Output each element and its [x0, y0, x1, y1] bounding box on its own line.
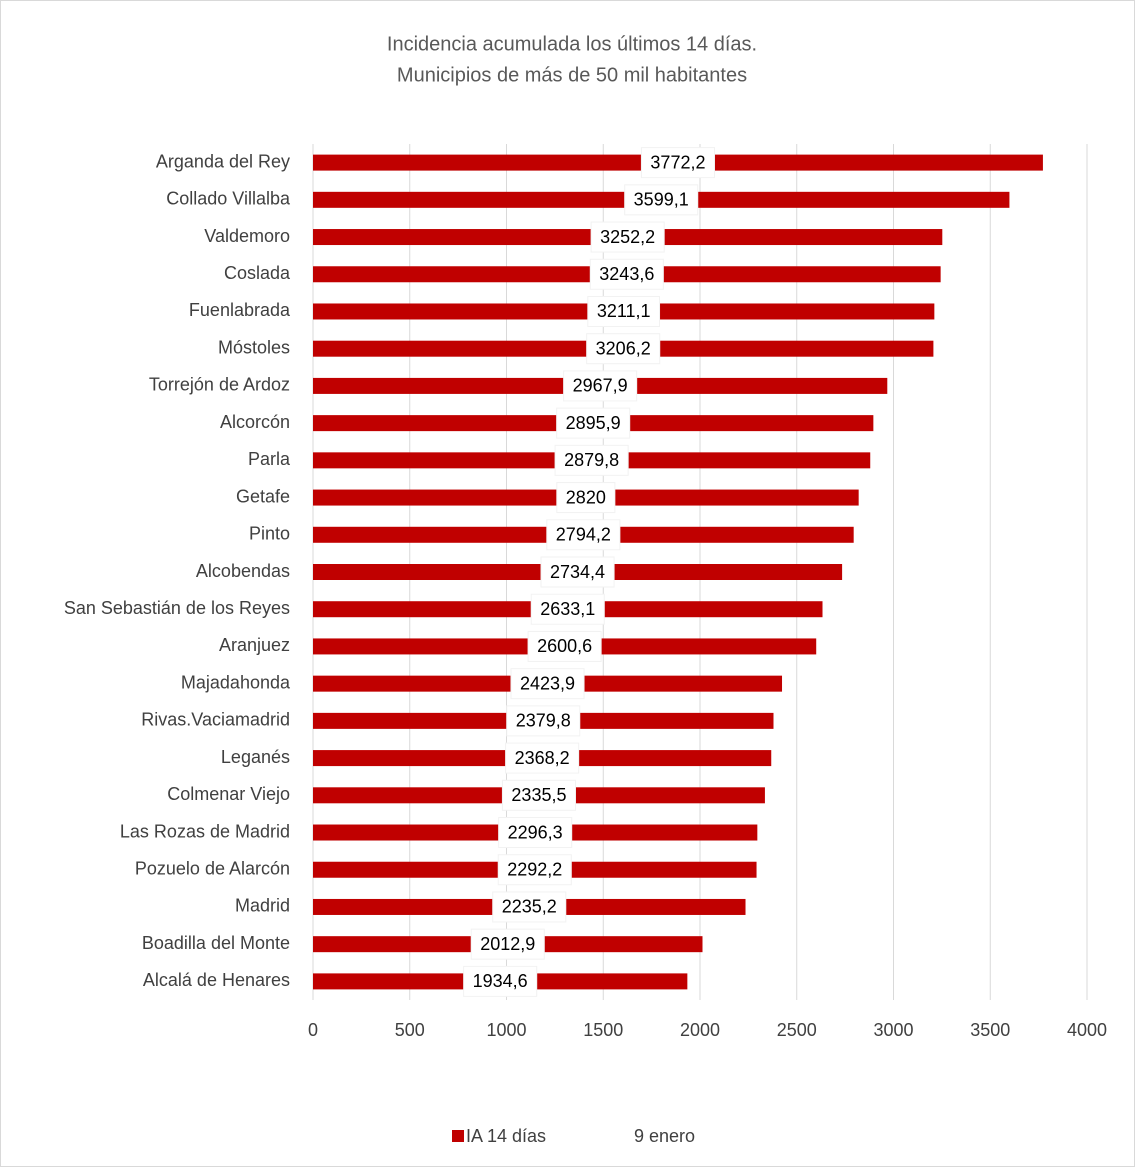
value-label-box — [506, 705, 581, 737]
value-label-box — [470, 928, 545, 960]
value-label-box — [497, 854, 572, 886]
value-label-box — [556, 407, 631, 439]
value-label-box — [527, 630, 602, 662]
value-label-box — [554, 444, 629, 476]
y-tick-label: Arganda del Rey — [156, 151, 290, 171]
x-tick-label: 3500 — [970, 1020, 1010, 1040]
y-tick-label: Boadilla del Monte — [142, 933, 290, 953]
x-tick-label: 3000 — [873, 1020, 913, 1040]
value-label-box — [563, 370, 638, 402]
value-label-box — [589, 258, 664, 290]
value-label: 3243,6 — [599, 264, 654, 284]
value-label-box — [492, 891, 567, 923]
value-label: 2012,9 — [480, 934, 535, 954]
value-label: 2296,3 — [508, 822, 563, 842]
value-label: 2734,4 — [550, 562, 605, 582]
value-label-box — [546, 519, 621, 551]
value-label: 2368,2 — [515, 748, 570, 768]
value-label: 3206,2 — [596, 338, 651, 358]
x-tick-label: 1500 — [583, 1020, 623, 1040]
value-label-box — [510, 668, 585, 700]
y-tick-label: Parla — [248, 449, 291, 469]
value-label-box — [556, 482, 616, 514]
value-label-box — [624, 184, 699, 216]
x-tick-label: 500 — [395, 1020, 425, 1040]
value-label-box — [498, 817, 573, 849]
y-tick-label: Móstoles — [218, 337, 290, 357]
y-tick-label: Collado Villalba — [166, 189, 291, 209]
y-tick-label: Alcorcón — [220, 412, 290, 432]
value-label: 2235,2 — [502, 897, 557, 917]
value-label: 3599,1 — [634, 190, 689, 210]
y-tick-label: Valdemoro — [204, 226, 290, 246]
value-label: 3211,1 — [597, 301, 651, 321]
value-label: 2423,9 — [520, 673, 575, 693]
chart-title: Municipios de más de 50 mil habitantes — [397, 64, 747, 86]
value-label: 2292,2 — [507, 859, 562, 879]
y-tick-label: Aranjuez — [219, 635, 290, 655]
value-label-box — [640, 147, 715, 179]
y-tick-label: Las Rozas de Madrid — [120, 821, 290, 841]
x-tick-label: 0 — [308, 1020, 318, 1040]
value-label-box — [530, 593, 605, 625]
value-label: 2879,8 — [564, 450, 619, 470]
y-tick-label: Majadahonda — [181, 672, 291, 692]
x-tick-label: 2000 — [680, 1020, 720, 1040]
x-tick-label: 1000 — [486, 1020, 526, 1040]
value-label: 2335,5 — [511, 785, 566, 805]
y-tick-label: Alcobendas — [196, 561, 290, 581]
y-tick-label: San Sebastián de los Reyes — [64, 598, 290, 618]
value-label-box — [590, 221, 665, 253]
legend-swatch — [452, 1130, 464, 1142]
value-label-box — [501, 779, 576, 811]
x-tick-label: 2500 — [777, 1020, 817, 1040]
y-tick-label: Rivas.Vaciamadrid — [141, 710, 290, 730]
value-label-box — [463, 965, 538, 997]
value-label: 2895,9 — [566, 413, 621, 433]
y-tick-label: Torrejón de Ardoz — [149, 375, 290, 395]
value-label-box — [586, 333, 661, 365]
y-tick-label: Colmenar Viejo — [167, 784, 290, 804]
y-tick-label: Pozuelo de Alarcón — [135, 858, 290, 878]
value-label: 2633,1 — [540, 599, 595, 619]
value-label: 2794,2 — [556, 525, 611, 545]
value-label: 1934,6 — [473, 971, 528, 991]
x-tick-label: 4000 — [1067, 1020, 1107, 1040]
value-label-box — [587, 295, 661, 327]
value-label: 2967,9 — [573, 376, 628, 396]
value-label: 3252,2 — [600, 227, 655, 247]
legend-label: 9 enero — [634, 1126, 695, 1146]
y-tick-label: Leganés — [221, 747, 290, 767]
y-tick-label: Alcalá de Henares — [143, 970, 290, 990]
value-label: 3772,2 — [650, 152, 705, 172]
y-tick-label: Madrid — [235, 896, 290, 916]
y-tick-label: Coslada — [224, 263, 291, 283]
y-tick-label: Getafe — [236, 486, 290, 506]
y-tick-label: Fuenlabrada — [189, 300, 291, 320]
value-label: 2379,8 — [516, 711, 571, 731]
value-label: 2820 — [566, 487, 606, 507]
value-label: 2600,6 — [537, 636, 592, 656]
y-tick-label: Pinto — [249, 524, 290, 544]
legend-label: IA 14 días — [466, 1126, 546, 1146]
value-label-box — [540, 556, 615, 588]
value-label-box — [505, 742, 580, 774]
chart-title: Incidencia acumulada los últimos 14 días… — [387, 33, 757, 55]
